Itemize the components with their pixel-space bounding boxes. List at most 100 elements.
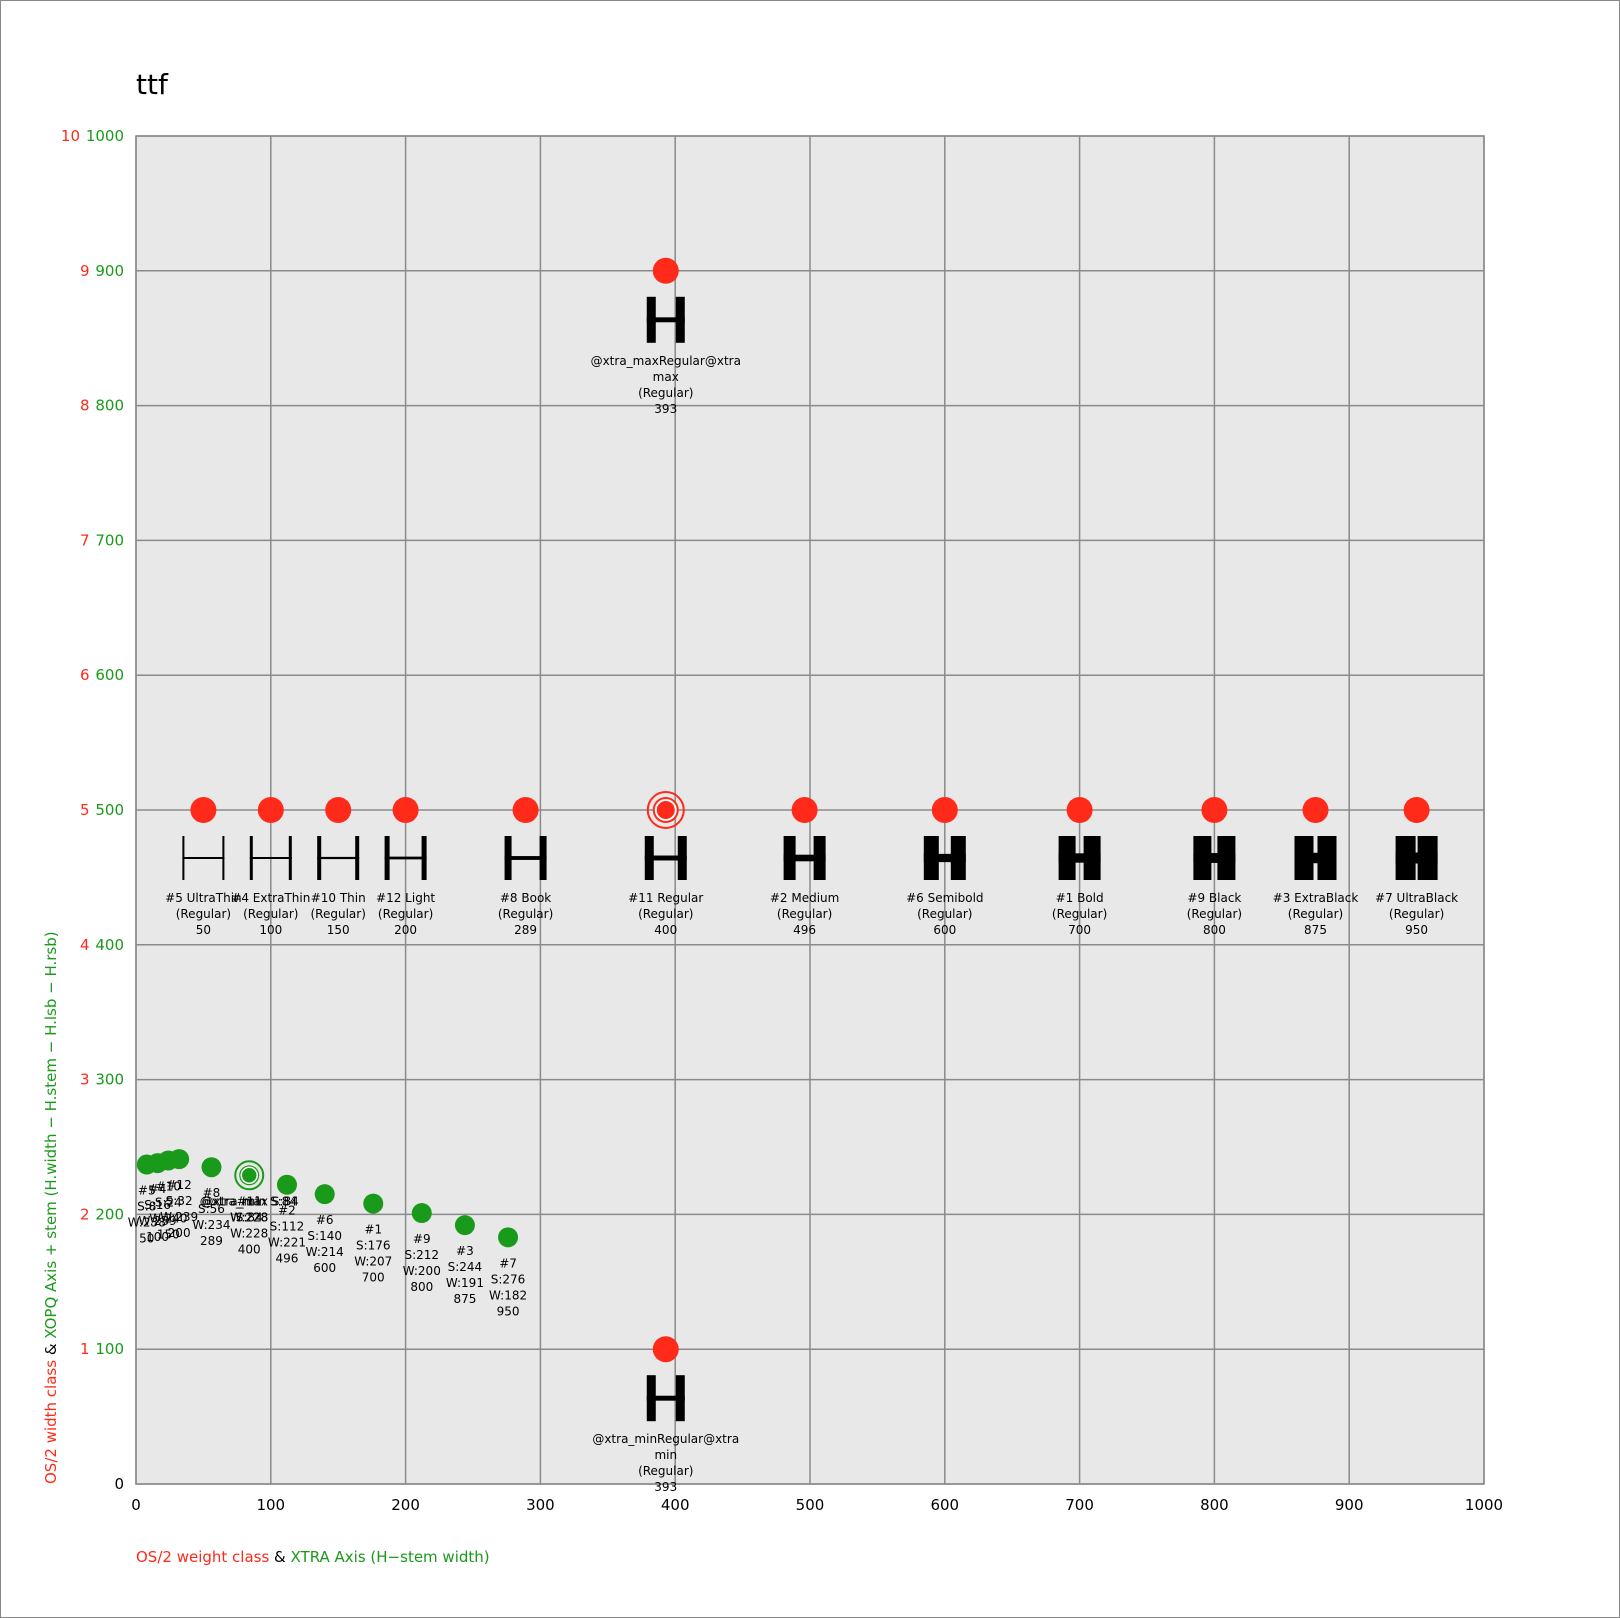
xtra-point-label: #2 [278,1204,296,1218]
xtra-point-label: S:84 [236,1210,263,1224]
xtra-point-label: S:32 [166,1194,193,1208]
y-tick-label: 400 [95,936,124,954]
xtra-marker [201,1157,222,1178]
x-tick-label: 100 [256,1496,285,1514]
weight-point-label: (Regular) [1288,907,1343,921]
axis-title-part: OS/2 weight class [136,1548,269,1566]
y-tick-label-width-class: 4 [80,936,90,954]
xtra-point-label: W:239 [139,1214,177,1228]
axis-title-part: XTRA Axis (H−stem width) [291,1548,490,1566]
h-glyph-bar [249,857,292,859]
xtra-marker-highlight [234,1160,265,1191]
y-tick-label-width-class: 2 [80,1205,90,1223]
xtra-point-label: W:238 [128,1216,166,1230]
weight-point-label: #10 Thin [311,891,366,905]
h-glyph-bar [1193,853,1236,863]
xtra-point-label: S:112 [270,1220,305,1234]
xtra-marker [314,1184,335,1205]
weight-point-label: 289 [514,923,537,937]
xtra-marker [454,1215,475,1236]
xtra-point-label: #8 [203,1186,221,1200]
weight-marker [652,1336,679,1363]
weight-marker [190,797,217,823]
axis-title-part: & [42,1339,60,1360]
x-tick-label: 600 [930,1496,959,1514]
xtra-point-label: 200 [168,1226,191,1240]
h-glyph-bar [923,853,966,863]
weight-point-label: (Regular) [1187,907,1242,921]
xtra-point: #3 S:244 W:191 875 [446,1215,484,1306]
weight-point-label: max [653,370,679,384]
y-tick-label-width-class: 9 [80,262,90,280]
xtra-point-label: 800 [410,1280,433,1294]
weight-point-label: #11 Regular [628,891,703,905]
xtra-point: #12 S:32 W:239 200 [160,1149,198,1240]
y-tick-label-width-class: 3 [80,1071,90,1089]
y-tick-label: 800 [95,397,124,415]
xtra-point-label: S:244 [448,1260,483,1274]
xtra-point-label: S:8 [137,1200,156,1214]
xtra-point-label: S:140 [307,1229,342,1243]
xtra-point-label: S:16 [144,1198,171,1212]
weight-point-label: #2 Medium [770,891,840,905]
x-tick-label: 0 [131,1496,141,1514]
y-tick-label-width-class: 7 [80,531,90,549]
xtra-point-label: #7 [499,1256,517,1270]
xtra-point-label: #1 [364,1223,382,1237]
y-tick-label: 1000 [86,127,124,145]
weight-marker [652,257,679,284]
h-glyph-bar [1294,852,1337,864]
xtra-point-label: #5 [138,1184,156,1198]
axis-title-part: OS/2 width class [42,1360,60,1484]
h-glyph-bar [646,317,685,323]
x-tick-label: 500 [796,1496,825,1514]
h-glyph-bar [644,855,687,861]
xtra-point-label: #12 [166,1178,191,1192]
y-tick-label: 600 [95,666,124,684]
h-glyph-bar [384,856,427,860]
x-tick-label: 200 [391,1496,420,1514]
weight-point-label: 875 [1304,923,1327,937]
weight-point-label: (Regular) [638,1464,693,1478]
weight-marker-highlight-inner [654,799,677,821]
h-glyph-bar [783,854,826,862]
xtra-marker [239,1165,260,1186]
xtra-point-label: S:212 [404,1248,439,1262]
xtra-extra-label: @xtra_max S:84 [200,1194,299,1208]
h-glyph [644,836,687,880]
h-glyph-bar [1395,852,1438,864]
x-tick-label: 900 [1335,1496,1364,1514]
xtra-marker-highlight-inner [240,1166,258,1185]
weight-point: #12 Light (Regular) 200 [376,797,435,937]
axis-title-part: XOPQ Axis + stem (H.width − H.stem − H.l… [42,931,60,1338]
weight-point-label: (Regular) [1389,907,1444,921]
xtra-point-label: W:207 [354,1255,392,1269]
y-tick-label-width-class: 1 [80,1340,90,1358]
weight-point-label: 200 [394,923,417,937]
weight-point-label: 50 [196,923,211,937]
xtra-point: #2 S:112 W:221 496 [268,1174,306,1266]
weight-point-label: #6 Semibold [906,891,983,905]
xtra-point-label: W:239 [160,1210,198,1224]
weight-point: #7 UltraBlack (Regular) 950 [1375,797,1458,937]
xtra-point-label: 950 [497,1304,520,1318]
weight-point-label: (Regular) [917,907,972,921]
weight-point-label: (Regular) [498,907,553,921]
weight-point-label: 496 [793,923,816,937]
h-glyph [1058,836,1101,880]
y-tick-label-width-class: 8 [80,397,90,415]
weight-point: #10 Thin (Regular) 150 [311,797,366,937]
weight-point: #4 ExtraThin (Regular) 100 [231,797,310,937]
weight-point-label: (Regular) [243,907,298,921]
xtra-point-label: #9 [413,1232,431,1246]
weight-point-label: 150 [327,923,350,937]
y-tick-label: 700 [95,531,124,549]
xtra-point-label: 700 [362,1271,385,1285]
weight-point-label: #7 UltraBlack [1375,891,1458,905]
weight-point-label: #8 Book [500,891,551,905]
weight-marker [1302,797,1329,823]
xtra-point-label: 100 [146,1230,169,1244]
weight-point: #1 Bold (Regular) 700 [1052,797,1107,937]
y-tick-label: 900 [95,262,124,280]
x-tick-label: 300 [526,1496,555,1514]
